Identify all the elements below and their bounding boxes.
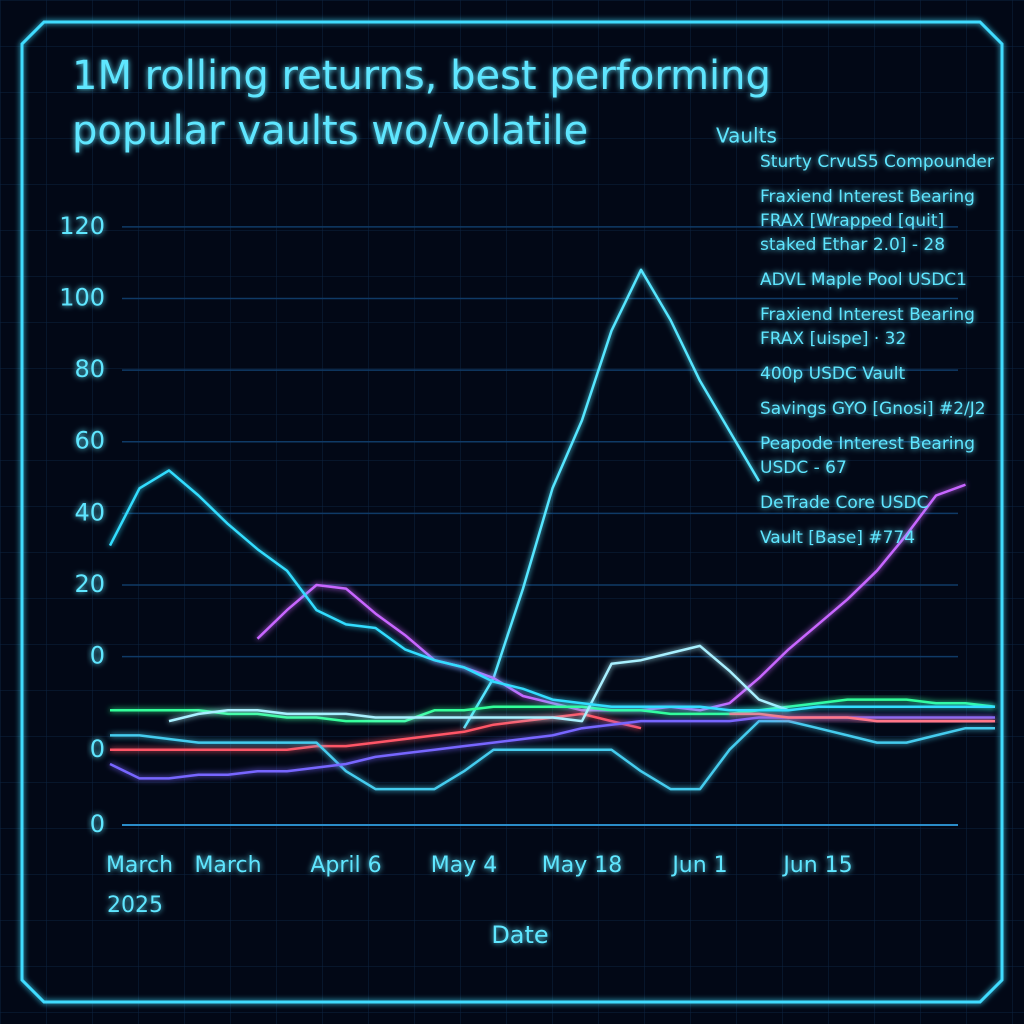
frame [20,20,1004,1004]
series-line [108,469,995,712]
legend-label: Vault [Base] #774 [760,528,915,548]
x-tick-label: Jun 15 [781,853,852,878]
legend-label: Fraxiend Interest Bearing FRAX [Wrapped [… [760,187,975,255]
series-line [110,719,995,791]
y-tick-label: 40 [74,498,105,526]
y-tick-label: 60 [74,427,105,455]
y-tick-label: 100 [59,283,105,311]
x-tick-label: April 6 [310,853,381,878]
plot-area [108,226,996,791]
series-line [168,644,789,723]
y-tick-label: 20 [74,570,105,598]
legend-label: Savings GYO [Gnosi] #2/J2 [760,399,986,419]
x-axis-label: Date [491,921,548,949]
series-line [729,712,995,723]
x-tick-label: Jun 1 [670,853,727,878]
y-tick-label: 0 [90,642,105,670]
y-tick-label: 80 [74,355,105,383]
x-tick-label: March [194,853,261,878]
legend-label: 400p USDC Vault [760,364,905,384]
legend-label: DeTrade Core USDC [760,493,928,513]
legend-label: ADVL Maple Pool USDC1 [760,270,967,290]
series-line [462,268,761,729]
y-extra-label: 0 [90,810,105,838]
x-tick-label: May 18 [542,853,622,878]
legend-label: Peapode Interest Bearing USDC - 67 [760,434,975,478]
x-tick-label: May 4 [431,853,497,878]
y-extra-label: 0 [90,735,105,763]
x-sublabel: 2025 [107,893,163,918]
y-tick-label: 120 [59,212,105,240]
chart-title: 1M rolling returns, best performing popul… [72,53,771,154]
legend-label: Fraxiend Interest Bearing FRAX [uispe] · … [760,305,975,349]
legend-title: Vaults [716,124,777,148]
x-tick-label: March [106,853,173,878]
legend-label: Sturty CrvuS5 Compounder [760,152,994,172]
series-line [110,698,996,723]
